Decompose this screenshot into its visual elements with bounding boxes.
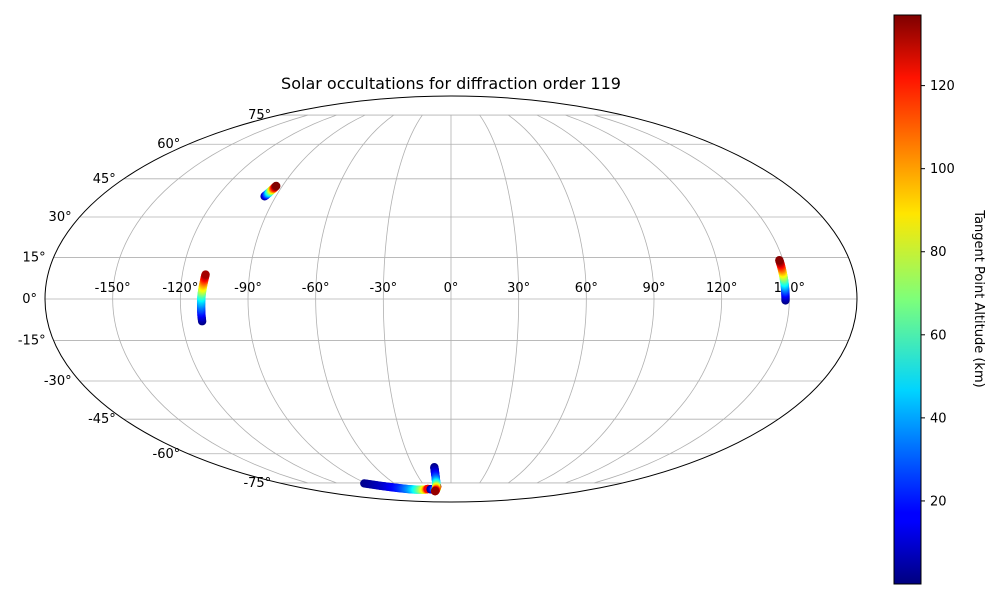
lon-tick-label: -120°	[162, 281, 198, 296]
chart-title: Solar occultations for diffraction order…	[281, 74, 621, 93]
lat-tick-label: -45°	[88, 412, 116, 427]
data-point	[775, 255, 784, 265]
lon-tick-label: -150°	[95, 281, 131, 296]
colorbar-tick-label: 60	[930, 328, 947, 343]
map-boundary	[44, 95, 858, 503]
colorbar-gradient	[893, 14, 922, 585]
lon-gridline	[112, 114, 308, 484]
occultation-points	[196, 181, 790, 496]
colorbar-tick-label: 100	[930, 162, 955, 177]
colorbar-ticks: 20 40 60 80 100 120	[921, 79, 955, 509]
lon-gridline	[479, 114, 520, 484]
colorbar-tick-label: 20	[930, 494, 947, 509]
lon-tick-label: 90°	[642, 281, 665, 296]
lon-tick-label: 30°	[507, 281, 530, 296]
lon-tick-label: 120°	[706, 281, 737, 296]
colorbar: 20 40 60 80 100 120 Tangent Point Altitude (k…	[893, 14, 986, 585]
lat-tick-label: 45°	[93, 172, 116, 187]
lat-tick-label: -75°	[243, 476, 271, 491]
lat-tick-label: -15°	[18, 334, 46, 349]
lon-gridline	[565, 114, 723, 484]
lon-gridline	[315, 114, 394, 484]
colorbar-tick-label: 120	[930, 79, 955, 94]
lon-gridline	[382, 114, 423, 484]
lon-tick-label: -30°	[369, 281, 397, 296]
lat-tick-label: -30°	[44, 374, 72, 389]
lon-gridline	[179, 114, 337, 484]
colorbar-label: Tangent Point Altitude (km)	[971, 209, 986, 387]
lon-tick-label: -90°	[234, 281, 262, 296]
lon-tick-label: -60°	[302, 281, 330, 296]
lat-tick-label: -60°	[153, 447, 181, 462]
lon-gridline	[247, 114, 366, 484]
lat-tick-label: 30°	[49, 210, 72, 225]
lat-tick-label: 75°	[248, 108, 271, 123]
data-point	[201, 270, 210, 279]
colorbar-tick-label: 80	[930, 245, 947, 260]
lat-tick-label: 15°	[23, 250, 46, 265]
lat-tick-labels: -75° -60° -45° -30° -15° 0° 15° 30° 45° 60° 75°	[18, 108, 271, 491]
lat-tick-label: 0°	[22, 292, 37, 307]
lon-tick-label: 60°	[575, 281, 598, 296]
graticule	[45, 114, 857, 484]
lon-gridline	[536, 114, 655, 484]
data-point	[272, 181, 281, 191]
colorbar-tick-label: 40	[930, 411, 947, 426]
lon-tick-label: 0°	[444, 281, 459, 296]
lon-gridline	[508, 114, 587, 484]
lat-tick-label: 60°	[157, 137, 180, 152]
data-point	[430, 487, 440, 496]
